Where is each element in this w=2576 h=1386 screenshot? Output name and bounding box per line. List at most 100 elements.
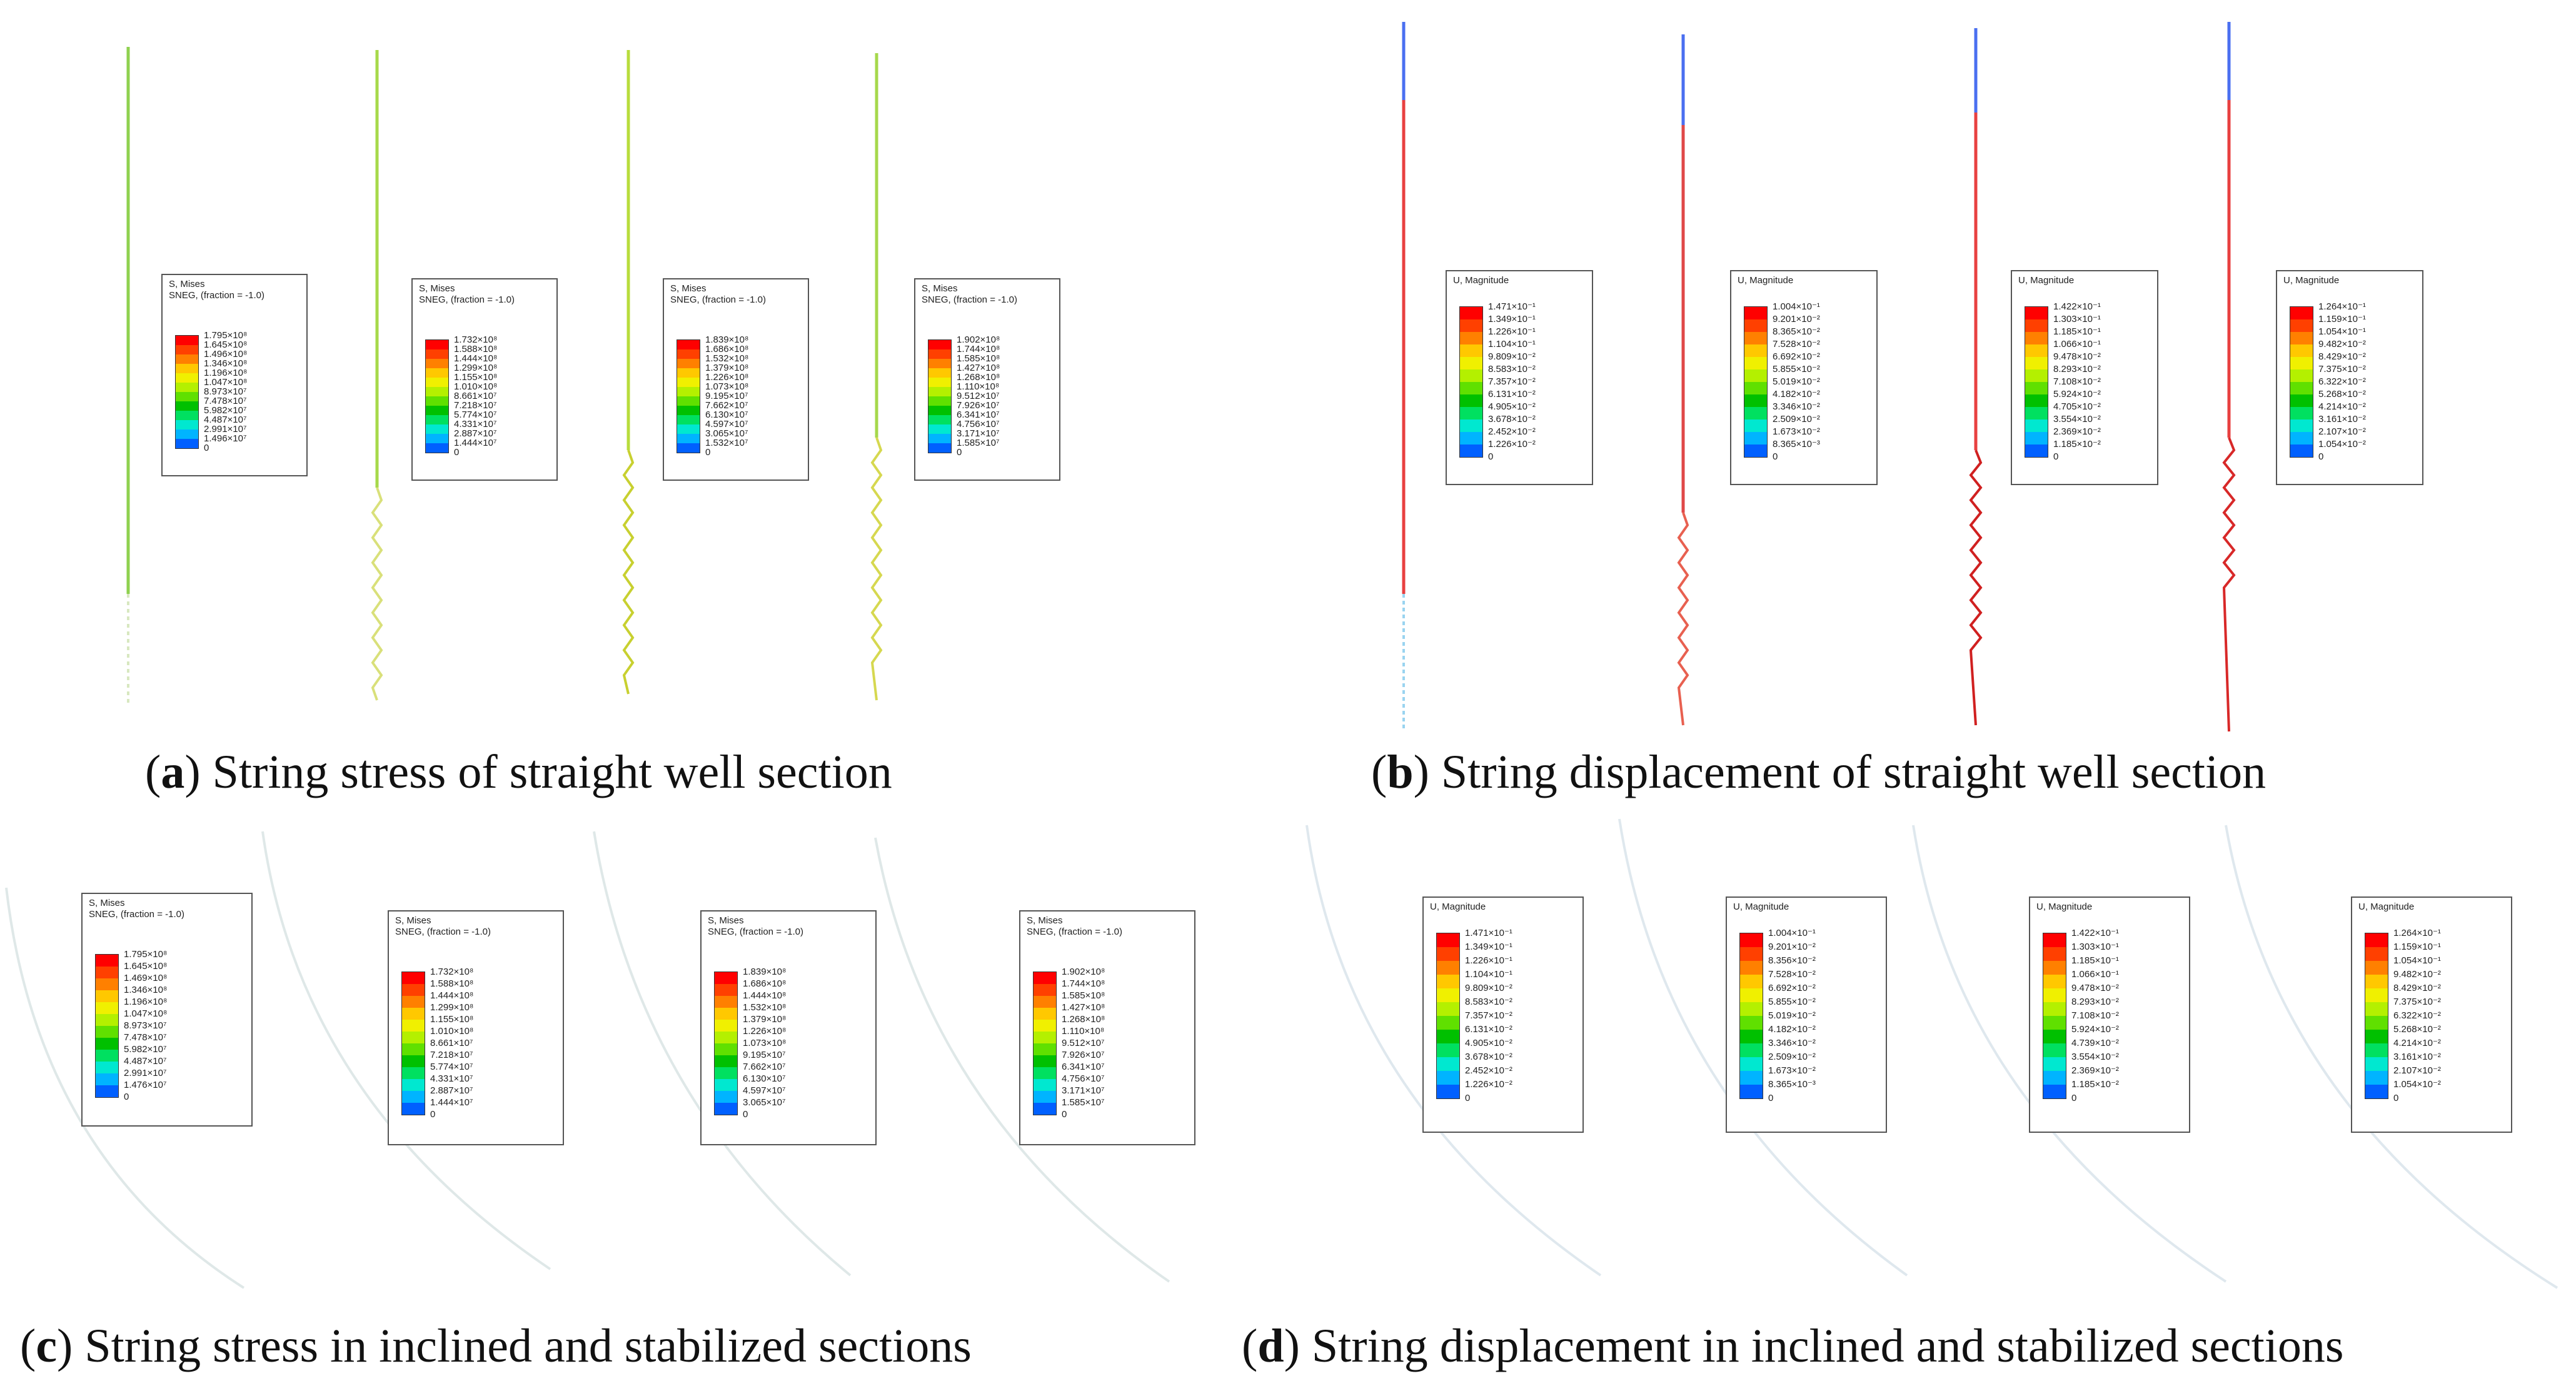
legend-swatch — [1740, 1043, 1763, 1057]
legend-value: 1.226×10⁻² — [1488, 439, 1536, 449]
legend-value: 1.444×10⁸ — [743, 990, 787, 1001]
legend-value: 4.756×10⁷ — [957, 419, 1000, 429]
legend-value: 2.509×10⁻² — [1768, 1052, 1816, 1062]
legend-swatch — [677, 349, 700, 359]
legend-value: 5.774×10⁷ — [454, 409, 497, 420]
legend-swatch — [1034, 1043, 1056, 1055]
legend-swatch — [96, 1073, 118, 1085]
legend-color-bar — [677, 339, 700, 453]
legend-swatch — [1744, 332, 1767, 344]
legend-value: 6.322×10⁻² — [2318, 376, 2366, 387]
legend-value: 5.982×10⁷ — [124, 1044, 167, 1055]
legend-swatch — [1740, 961, 1763, 975]
legend-d4: U, Magnitude 1.264×10⁻¹ 1.159×10⁻¹ 1.054×10… — [2351, 896, 2512, 1133]
legend-value: 4.182×10⁻² — [1768, 1024, 1816, 1035]
legend-swatch — [2043, 1071, 2066, 1085]
legend-value: 1.010×10⁸ — [430, 1026, 474, 1037]
legend-swatch — [426, 368, 448, 378]
legend-swatch — [677, 378, 700, 387]
caption-c: (c) String stress in inclined and stabil… — [20, 1320, 972, 1372]
legend-swatch — [1740, 1085, 1763, 1098]
legend-value: 2.369×10⁻² — [2053, 426, 2101, 437]
legend-title: S, Mises SNEG, (fraction = -1.0) — [413, 279, 556, 306]
legend-swatch — [1437, 1043, 1459, 1057]
legend-value: 4.597×10⁷ — [743, 1085, 786, 1096]
legend-swatch — [96, 990, 118, 1002]
legend-value: 6.341×10⁷ — [1062, 1062, 1105, 1072]
legend-c1: S, Mises SNEG, (fraction = -1.0) 1.795×10⁸… — [81, 893, 253, 1127]
legend-a3: S, Mises SNEG, (fraction = -1.0) 1.839×10⁸… — [663, 278, 809, 481]
legend-title: S, Mises SNEG, (fraction = -1.0) — [702, 911, 875, 938]
legend-swatch — [2365, 961, 2388, 975]
legend-swatch — [426, 406, 448, 415]
legend-swatch — [426, 378, 448, 387]
legend-value: 2.991×10⁷ — [204, 424, 247, 434]
legend-swatch — [715, 1043, 737, 1055]
caption-c-label: c — [36, 1320, 58, 1372]
legend-value: 7.528×10⁻² — [1768, 969, 1816, 980]
legend-swatch — [1460, 369, 1482, 382]
legend-value: 6.130×10⁷ — [705, 409, 748, 420]
legend-value: 7.357×10⁻² — [1488, 376, 1536, 387]
legend-value: 4.487×10⁷ — [124, 1056, 167, 1067]
legend-swatch — [1034, 1103, 1056, 1115]
legend-title-line1: U, Magnitude — [2283, 275, 2340, 286]
legend-value: 8.429×10⁻² — [2393, 983, 2441, 993]
legend-color-bar — [401, 972, 425, 1115]
legend-value: 1.226×10⁻¹ — [1488, 326, 1536, 337]
legend-b3: U, Magnitude 1.422×10⁻¹ 1.303×10⁻¹ 1.185×10… — [2011, 270, 2158, 485]
legend-value: 7.662×10⁷ — [705, 400, 748, 411]
string-b2-wavy — [1677, 512, 1689, 726]
caption-d-label: d — [1257, 1320, 1284, 1372]
legend-value: 4.739×10⁻² — [2071, 1038, 2119, 1048]
legend-title-line2: SNEG, (fraction = -1.0) — [1027, 927, 1122, 937]
legend-value: 1.839×10⁸ — [705, 334, 749, 345]
legend-value: 0 — [1488, 451, 1494, 462]
legend-swatch — [176, 354, 198, 364]
legend-swatch — [176, 439, 198, 448]
legend-color-bar — [1033, 972, 1057, 1115]
legend-title: U, Magnitude — [2012, 271, 2157, 286]
legend-swatch — [1740, 975, 1763, 988]
string-d4 — [2225, 825, 2558, 1289]
legend-color-bar — [175, 335, 199, 449]
string-c4 — [874, 837, 1170, 1283]
legend-swatch — [1034, 1020, 1056, 1032]
legend-value: 1.268×10⁸ — [1062, 1014, 1105, 1025]
legend-swatch — [1460, 332, 1482, 344]
legend-swatch — [96, 978, 118, 990]
legend-swatch — [2290, 407, 2313, 419]
legend-value: 9.201×10⁻² — [1773, 314, 1820, 324]
legend-color-bar — [1739, 933, 1763, 1099]
caption-d-text: String displacement in inclined and stab… — [1299, 1320, 2344, 1372]
legend-swatch — [2365, 1002, 2388, 1016]
legend-swatch — [426, 396, 448, 406]
legend-swatch — [2043, 1085, 2066, 1098]
legend-swatch — [1034, 984, 1056, 996]
legend-swatch — [1437, 988, 1459, 1002]
legend-swatch — [1460, 444, 1482, 457]
legend-value: 5.268×10⁻² — [2318, 389, 2366, 399]
legend-value: 7.926×10⁷ — [957, 400, 1000, 411]
legend-value: 3.171×10⁷ — [957, 428, 1000, 439]
legend-title: S, Mises SNEG, (fraction = -1.0) — [389, 911, 563, 938]
legend-value: 8.583×10⁻² — [1465, 997, 1512, 1007]
legend-value: 1.686×10⁸ — [705, 344, 749, 354]
legend-swatch — [2365, 988, 2388, 1002]
legend-swatch — [402, 1043, 425, 1055]
legend-value: 4.214×10⁻² — [2318, 401, 2366, 412]
legend-value: 4.905×10⁻² — [1488, 401, 1536, 412]
legend-value: 1.047×10⁸ — [204, 377, 248, 388]
string-d3 — [1912, 825, 2227, 1283]
legend-value: 1.379×10⁸ — [705, 363, 749, 373]
legend-swatch — [176, 401, 198, 411]
legend-value: 3.171×10⁷ — [1062, 1085, 1105, 1096]
legend-value: 1.732×10⁸ — [454, 334, 498, 345]
legend-value: 5.774×10⁷ — [430, 1062, 473, 1072]
legend-title: S, Mises SNEG, (fraction = -1.0) — [163, 275, 306, 301]
legend-value: 9.809×10⁻² — [1465, 983, 1512, 993]
legend-swatch — [715, 972, 737, 984]
legend-value: 1.073×10⁸ — [705, 381, 749, 392]
legend-swatch — [677, 387, 700, 396]
